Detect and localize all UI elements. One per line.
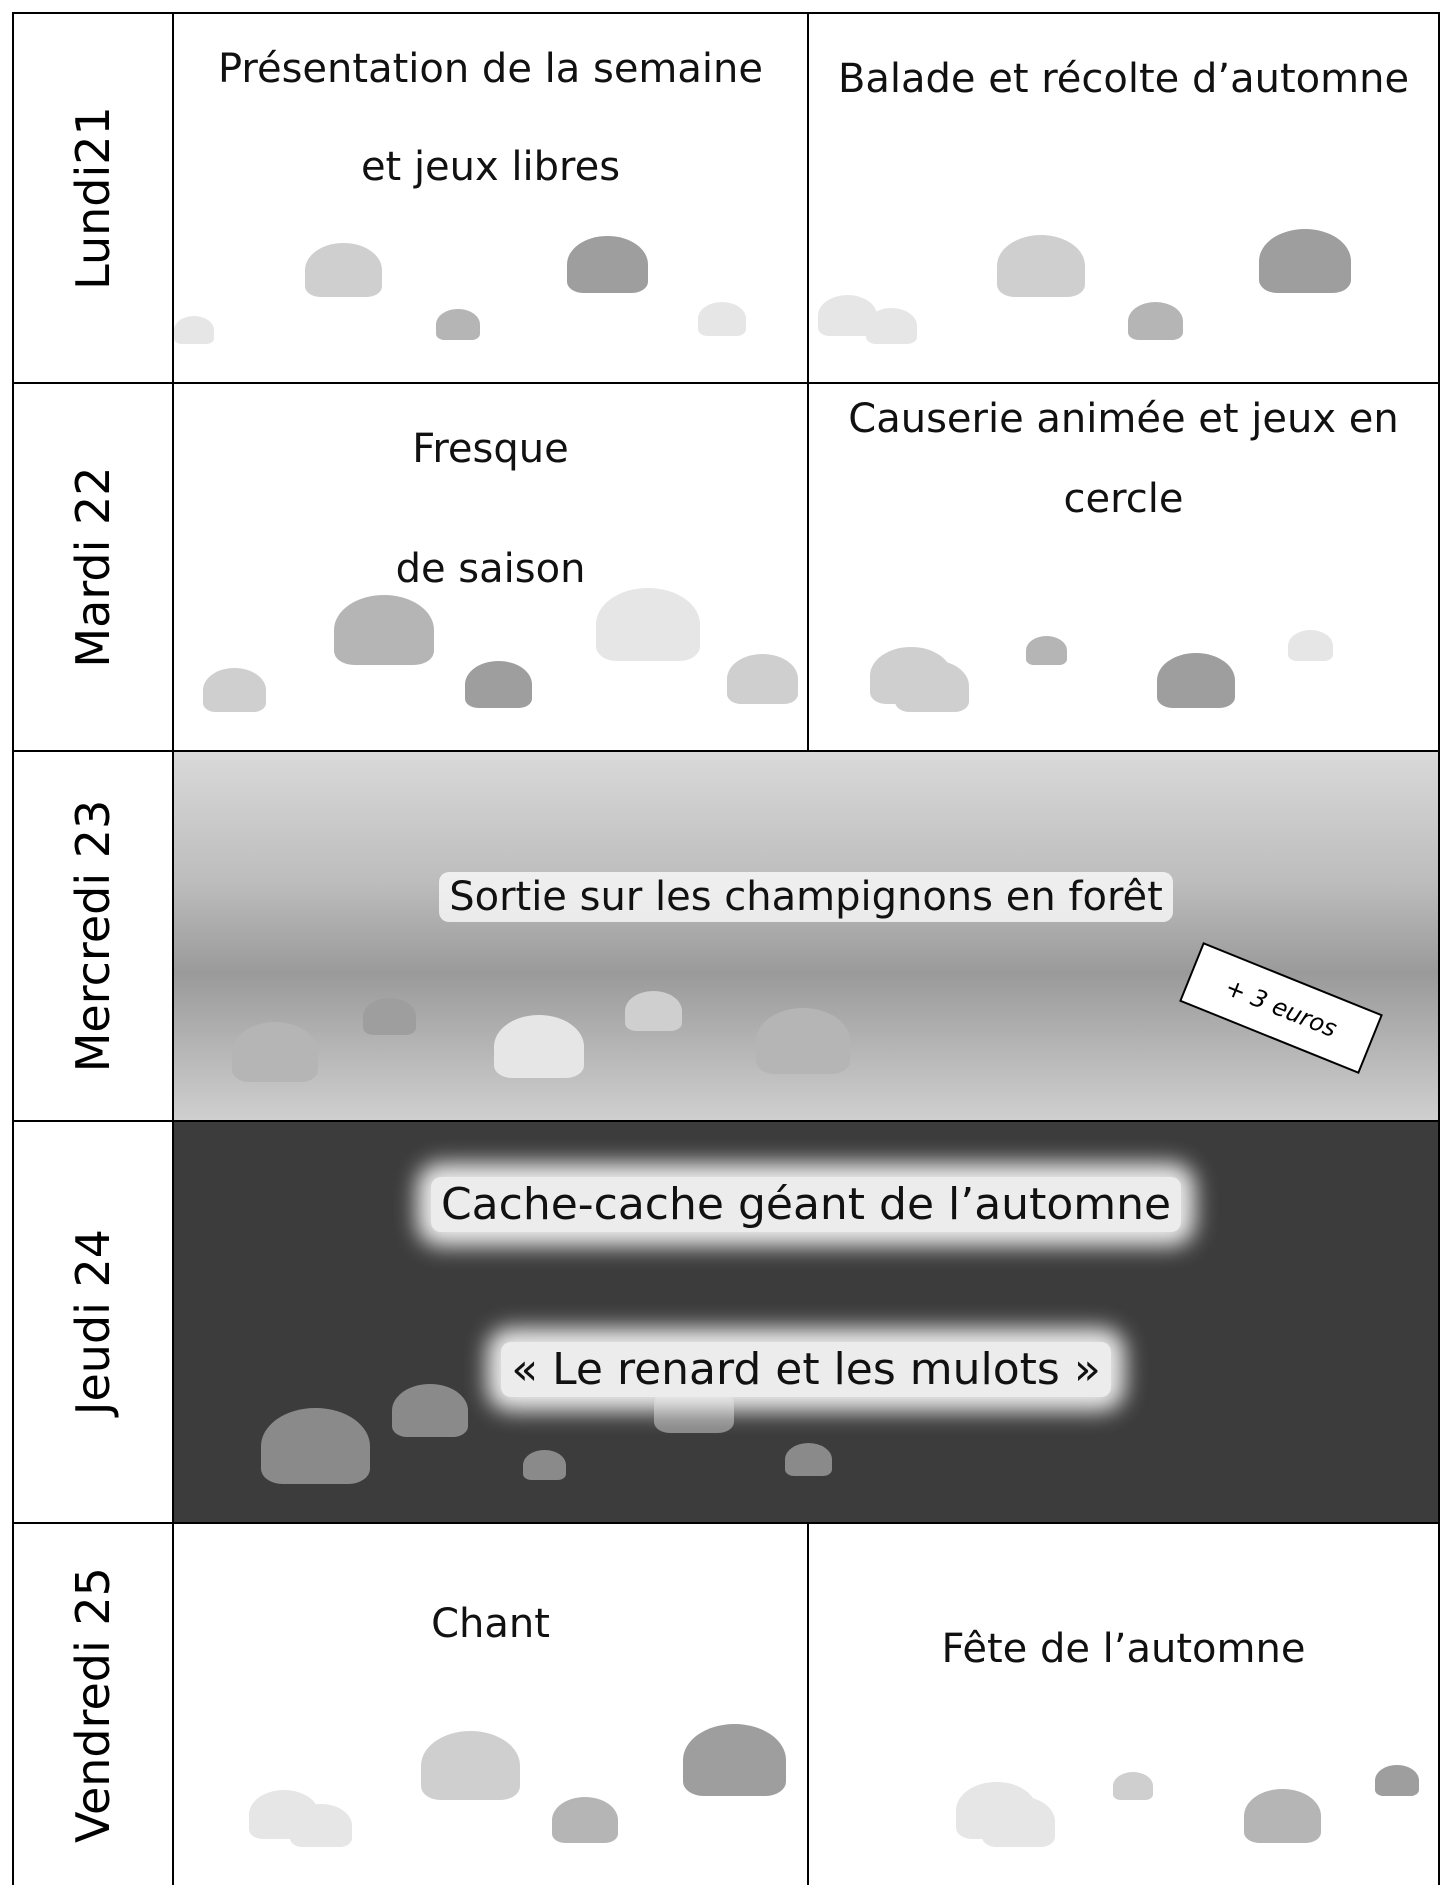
illustration [567, 236, 648, 293]
day-label: Lundi21 [66, 106, 120, 290]
activity-cell: Fête de l’automne [809, 1524, 1440, 1885]
illustration [174, 316, 214, 344]
day-label: Mercredi 23 [66, 799, 120, 1073]
illustration [334, 595, 434, 665]
activity-cell: Présentation de la semaine et jeux libres [174, 14, 809, 382]
illustration [1244, 1789, 1321, 1843]
illustration [552, 1796, 618, 1843]
activity-text: Chant [421, 1599, 560, 1649]
day-label: Mardi 22 [66, 466, 120, 668]
price-note: + 3 euros [1179, 941, 1383, 1075]
illustration [421, 1730, 520, 1800]
activity-cell: Balade et récolte d’automne [809, 14, 1440, 382]
day-row: Lundi21 Présentation de la semaine et jeux… [12, 12, 1440, 382]
illustration [1157, 653, 1235, 708]
activity-text: Cache-cache géant de l’automne [430, 1177, 1182, 1232]
activity-text: cercle [1053, 474, 1194, 524]
illustration [249, 1790, 319, 1839]
activity-text: de saison [385, 544, 596, 594]
illustration [1128, 301, 1183, 340]
illustration [305, 243, 382, 297]
activity-text: Présentation de la semaine [208, 44, 773, 94]
illustration [870, 646, 952, 704]
activity-cell: Chant [174, 1524, 809, 1885]
illustration [494, 1015, 584, 1078]
illustration [232, 1021, 318, 1082]
activity-text: Causerie animée et jeux en [838, 394, 1409, 444]
activity-text: Fresque [402, 424, 579, 474]
day-cell: Jeudi 24 [12, 1122, 174, 1522]
day-row: Jeudi 24 Cache-cache géant de l’automne « … [12, 1120, 1440, 1522]
illustration [1113, 1772, 1153, 1800]
illustration [596, 588, 700, 661]
schedule-table: Lundi21 Présentation de la semaine et jeux… [12, 12, 1440, 1885]
day-row: Mardi 22 Fresque de saison Causerie animée … [12, 382, 1440, 750]
illustration [436, 309, 480, 340]
illustration [203, 667, 266, 712]
illustration [698, 302, 746, 336]
activity-cell: Sortie sur les champignons en forêt + 3 e… [174, 752, 1440, 1120]
illustration [1026, 636, 1067, 665]
day-label: Jeudi 24 [66, 1228, 120, 1416]
activity-text: Balade et récolte d’automne [827, 54, 1420, 104]
day-cell: Vendredi 25 [12, 1524, 174, 1885]
day-row: Mercredi 23 Sortie sur les champignons en… [12, 750, 1440, 1120]
activity-cell: Causerie animée et jeux en cercle [809, 384, 1440, 750]
activity-cell: Fresque de saison [174, 384, 809, 750]
day-cell: Lundi21 [12, 14, 174, 382]
illustration [683, 1723, 786, 1796]
illustration [727, 654, 798, 704]
illustration [1375, 1765, 1419, 1796]
activity-text: Sortie sur les champignons en forêt [439, 872, 1173, 922]
illustration [785, 1443, 832, 1476]
activity-text: Fête de l’automne [931, 1624, 1316, 1674]
day-cell: Mercredi 23 [12, 752, 174, 1120]
illustration [997, 235, 1085, 297]
illustration [363, 997, 416, 1035]
activity-cell: Cache-cache géant de l’automne « Le renar… [174, 1122, 1440, 1522]
activity-text: et jeux libres [350, 142, 631, 192]
day-cell: Mardi 22 [12, 384, 174, 750]
illustration [1288, 629, 1333, 661]
illustration [1259, 228, 1351, 293]
illustration [818, 294, 877, 336]
illustration [756, 1008, 850, 1074]
illustration [523, 1449, 566, 1480]
illustration [625, 991, 682, 1031]
illustration [392, 1383, 468, 1437]
illustration [261, 1407, 370, 1484]
illustration [956, 1782, 1037, 1839]
day-label: Vendredi 25 [66, 1566, 120, 1843]
day-row: Vendredi 25 Chant Fête de l’automne [12, 1522, 1440, 1885]
illustration [465, 661, 532, 708]
activity-text: « Le renard et les mulots » [501, 1342, 1111, 1397]
